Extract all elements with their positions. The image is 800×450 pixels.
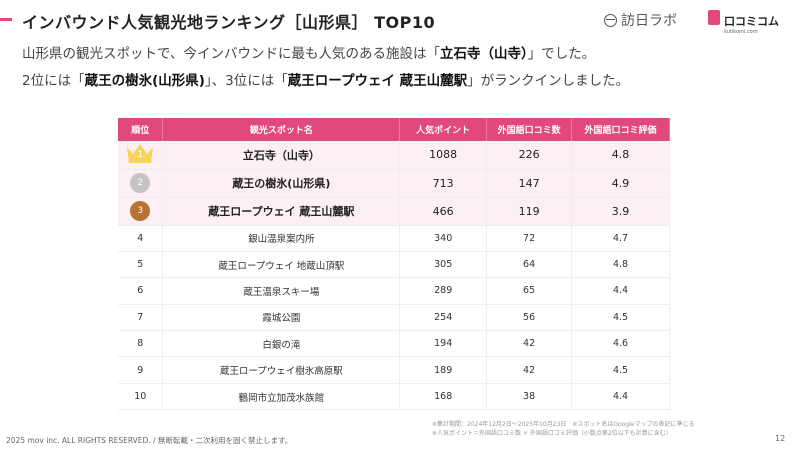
table-row: 6 蔵王温泉スキー場 289 65 4.4 bbox=[118, 277, 670, 305]
points-cell: 305 bbox=[399, 251, 488, 279]
table-row: 3 蔵王ロープウェイ 蔵王山麓駅 466 119 3.9 bbox=[118, 197, 670, 226]
summary-line-2: 2位には「蔵王の樹氷(山形県)」、3位には「蔵王ロープウェイ 蔵王山麓駅」がラン… bbox=[22, 73, 630, 89]
spot-name: 蔵王温泉スキー場 bbox=[162, 277, 401, 305]
footnotes: ※集計期間：2024年12月2日〜2025年10月23日 ※スポット名はGoog… bbox=[432, 421, 695, 437]
rank-cell: 1 bbox=[118, 141, 164, 170]
rank-cell: 6 bbox=[118, 277, 164, 305]
reviews-cell: 38 bbox=[486, 383, 573, 411]
bronze-medal-icon: 3 bbox=[130, 201, 151, 221]
rating-cell: 3.9 bbox=[571, 197, 670, 226]
silver-medal-icon: 2 bbox=[130, 173, 151, 193]
kutikomi-logo: 口コミコム kutikomi.com bbox=[708, 10, 779, 36]
table-row: 8 白銀の滝 194 42 4.6 bbox=[118, 330, 670, 358]
copyright: 2025 mov inc. ALL RIGHTS RESERVED. / 無断転… bbox=[6, 436, 293, 445]
reviews-cell: 64 bbox=[486, 251, 573, 279]
table-row: 5 蔵王ロープウェイ 地蔵山頂駅 305 64 4.8 bbox=[118, 251, 670, 279]
reviews-cell: 42 bbox=[486, 330, 573, 358]
rating-cell: 4.4 bbox=[571, 277, 670, 305]
reviews-cell: 56 bbox=[486, 304, 573, 332]
spot-name: 霞城公園 bbox=[162, 304, 401, 332]
rank-cell: 4 bbox=[118, 225, 164, 252]
houjin-lab-logo: 訪日ラボ bbox=[604, 10, 677, 30]
page-number: 12 bbox=[775, 434, 786, 443]
rating-cell: 4.8 bbox=[571, 251, 670, 279]
logo-icon bbox=[604, 13, 617, 27]
header-rank: 順位 bbox=[118, 118, 164, 141]
rank-cell: 5 bbox=[118, 251, 164, 279]
rating-cell: 4.8 bbox=[571, 141, 670, 170]
rating-cell: 4.9 bbox=[571, 169, 670, 198]
rank-cell: 2 bbox=[118, 169, 164, 198]
header-name: 観光スポット名 bbox=[162, 118, 401, 141]
points-cell: 168 bbox=[399, 383, 488, 411]
rating-cell: 4.4 bbox=[571, 383, 670, 411]
header-rating: 外国語口コミ評価 bbox=[571, 118, 670, 141]
reviews-cell: 65 bbox=[486, 277, 573, 305]
points-cell: 340 bbox=[399, 225, 488, 252]
rank-cell: 8 bbox=[118, 330, 164, 358]
table-row: 2 蔵王の樹氷(山形県) 713 147 4.9 bbox=[118, 169, 670, 198]
points-cell: 713 bbox=[399, 169, 488, 198]
rating-cell: 4.7 bbox=[571, 225, 670, 252]
page-title: インバウンド人気観光地ランキング［山形県］ TOP10 bbox=[22, 13, 436, 32]
points-cell: 194 bbox=[399, 330, 488, 358]
rank-cell: 7 bbox=[118, 304, 164, 332]
rating-cell: 4.5 bbox=[571, 356, 670, 384]
spot-name: 鶴岡市立加茂水族館 bbox=[162, 383, 401, 411]
reviews-cell: 72 bbox=[486, 225, 573, 252]
gold-crown-icon: 1 bbox=[125, 142, 155, 164]
rank-cell: 10 bbox=[118, 383, 164, 411]
reviews-cell: 42 bbox=[486, 356, 573, 384]
logo-icon bbox=[708, 10, 720, 25]
rank-cell: 3 bbox=[118, 197, 164, 226]
points-cell: 189 bbox=[399, 356, 488, 384]
spot-name: 銀山温泉案内所 bbox=[162, 225, 401, 252]
reviews-cell: 147 bbox=[486, 169, 573, 198]
table-row: 1 立石寺（山寺） 1088 226 4.8 bbox=[118, 141, 670, 170]
table-row: 7 霞城公園 254 56 4.5 bbox=[118, 304, 670, 332]
title-accent-bar bbox=[0, 18, 12, 21]
reviews-cell: 226 bbox=[486, 141, 573, 170]
reviews-cell: 119 bbox=[486, 197, 573, 226]
spot-name: 蔵王ロープウェイ 蔵王山麓駅 bbox=[162, 197, 401, 226]
table-row: 4 銀山温泉案内所 340 72 4.7 bbox=[118, 225, 670, 252]
logo-subtext: kutikomi.com bbox=[724, 29, 758, 35]
rating-cell: 4.6 bbox=[571, 330, 670, 358]
summary-line-1: 山形県の観光スポットで、今インバウンドに最も人気のある施設は「立石寺（山寺）」で… bbox=[22, 46, 596, 62]
table-row: 9 蔵王ロープウェイ樹氷高原駅 189 42 4.5 bbox=[118, 356, 670, 384]
spot-name: 蔵王の樹氷(山形県) bbox=[162, 169, 401, 198]
ranking-table: 順位 観光スポット名 人気ポイント 外国語口コミ数 外国語口コミ評価 1 立石寺… bbox=[118, 118, 670, 411]
header-points: 人気ポイント bbox=[399, 118, 488, 141]
logo-text: 訪日ラボ bbox=[621, 13, 677, 29]
spot-name: 白銀の滝 bbox=[162, 330, 401, 358]
points-cell: 289 bbox=[399, 277, 488, 305]
spot-name: 蔵王ロープウェイ 地蔵山頂駅 bbox=[162, 251, 401, 279]
points-cell: 466 bbox=[399, 197, 488, 226]
points-cell: 1088 bbox=[399, 141, 488, 170]
rating-cell: 4.5 bbox=[571, 304, 670, 332]
rank-cell: 9 bbox=[118, 356, 164, 384]
logo-text: 口コミコム bbox=[724, 15, 779, 28]
spot-name: 立石寺（山寺） bbox=[162, 141, 401, 170]
table-row: 10 鶴岡市立加茂水族館 168 38 4.4 bbox=[118, 383, 670, 411]
header-reviews: 外国語口コミ数 bbox=[486, 118, 573, 141]
points-cell: 254 bbox=[399, 304, 488, 332]
spot-name: 蔵王ロープウェイ樹氷高原駅 bbox=[162, 356, 401, 384]
